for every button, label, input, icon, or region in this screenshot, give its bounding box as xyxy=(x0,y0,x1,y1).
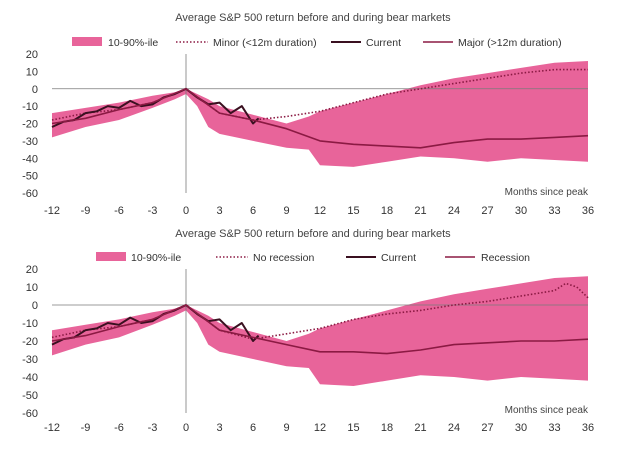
x-tick-label: -9 xyxy=(81,205,91,217)
x-tick-label: 0 xyxy=(183,205,189,217)
legend-label-minor: No recession xyxy=(253,252,314,264)
y-tick-label: -30 xyxy=(22,136,38,148)
chart-title: Average S&P 500 return before and during… xyxy=(175,12,451,24)
x-tick-label: 12 xyxy=(314,205,326,217)
x-tick-label: 6 xyxy=(250,422,256,434)
y-tick-label: -50 xyxy=(22,171,38,183)
chart-title: Average S&P 500 return before and during… xyxy=(175,228,451,240)
x-tick-label: 9 xyxy=(283,422,289,434)
x-tick-label: 18 xyxy=(381,422,393,434)
series-major xyxy=(51,304,589,355)
legend-label-minor: Minor (<12m duration) xyxy=(213,37,317,49)
x-axis-label: Months since peak xyxy=(505,187,589,198)
x-tick-label: 36 xyxy=(582,205,594,217)
x-tick-label: 36 xyxy=(582,422,594,434)
y-tick-label: -20 xyxy=(22,336,38,348)
y-tick-label: -40 xyxy=(22,372,38,384)
y-tick-label: -30 xyxy=(22,354,38,366)
band-10-90 xyxy=(52,61,588,167)
x-tick-label: -6 xyxy=(114,205,124,217)
y-tick-label: 0 xyxy=(32,84,38,96)
x-tick-label: -12 xyxy=(44,422,60,434)
x-tick-label: 9 xyxy=(283,205,289,217)
x-tick-label: 15 xyxy=(347,422,359,434)
y-tick-label: -60 xyxy=(22,408,38,420)
chart-top: Average S&P 500 return before and during… xyxy=(22,12,594,217)
x-tick-label: -9 xyxy=(81,422,91,434)
y-tick-label: -10 xyxy=(22,101,38,113)
legend-label-major: Recession xyxy=(481,252,530,264)
x-tick-label: 0 xyxy=(183,422,189,434)
band-10-90 xyxy=(52,276,588,386)
legend-label-major: Major (>12m duration) xyxy=(458,37,562,49)
x-tick-label: 33 xyxy=(548,422,560,434)
x-tick-label: 30 xyxy=(515,205,527,217)
x-tick-label: 21 xyxy=(414,205,426,217)
legend-label-current: Current xyxy=(381,252,416,264)
y-tick-label: -10 xyxy=(22,318,38,330)
chart-bottom: Average S&P 500 return before and during… xyxy=(22,228,594,434)
y-tick-label: -20 xyxy=(22,119,38,131)
x-tick-label: 12 xyxy=(314,422,326,434)
x-tick-label: 24 xyxy=(448,422,460,434)
x-tick-label: -3 xyxy=(148,205,158,217)
x-tick-label: 3 xyxy=(216,422,222,434)
legend-label-band: 10-90%-ile xyxy=(108,37,158,49)
x-tick-label: 30 xyxy=(515,422,527,434)
y-tick-label: -50 xyxy=(22,390,38,402)
legend-swatch-band xyxy=(96,252,126,261)
x-tick-label: 3 xyxy=(216,205,222,217)
x-tick-label: 27 xyxy=(481,422,493,434)
x-tick-label: 21 xyxy=(414,422,426,434)
y-tick-label: 10 xyxy=(26,282,38,294)
legend-swatch-band xyxy=(72,37,102,46)
y-tick-label: -60 xyxy=(22,188,38,200)
y-tick-label: 20 xyxy=(26,49,38,61)
y-tick-label: 20 xyxy=(26,264,38,276)
x-tick-label: -3 xyxy=(148,422,158,434)
x-tick-label: 24 xyxy=(448,205,460,217)
y-tick-label: 0 xyxy=(32,300,38,312)
x-tick-label: 15 xyxy=(347,205,359,217)
x-tick-label: 6 xyxy=(250,205,256,217)
legend-label-current: Current xyxy=(366,37,401,49)
legend-label-band: 10-90%-ile xyxy=(131,252,181,264)
x-tick-label: 18 xyxy=(381,205,393,217)
x-tick-label: 33 xyxy=(548,205,560,217)
x-tick-label: -12 xyxy=(44,205,60,217)
y-tick-label: 10 xyxy=(26,66,38,78)
x-axis-label: Months since peak xyxy=(505,405,589,416)
y-tick-label: -40 xyxy=(22,153,38,165)
x-tick-label: 27 xyxy=(481,205,493,217)
series-major xyxy=(51,88,589,149)
x-tick-label: -6 xyxy=(114,422,124,434)
